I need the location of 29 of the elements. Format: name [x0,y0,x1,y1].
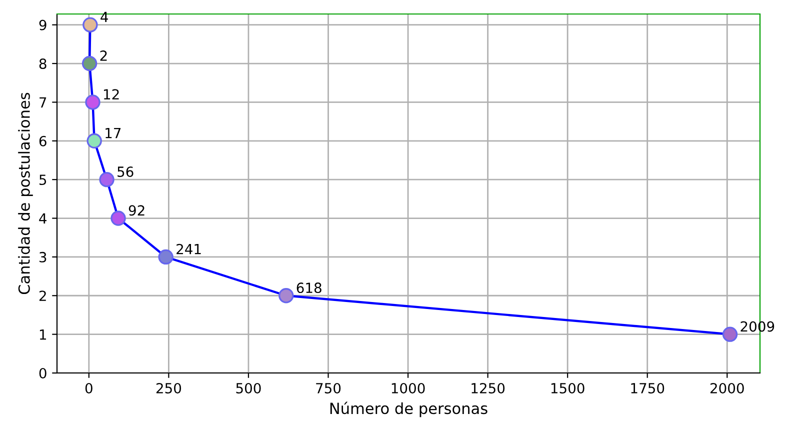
x-tick-label: 1000 [392,382,425,394]
y-tick-label: 5 [40,174,46,186]
y-tick-label: 2 [39,290,46,301]
y-tick-label: 9 [39,20,46,30]
y-tick-label: 7 [40,97,46,108]
y-tick-label: 8 [39,58,46,69]
annotation: 12 [104,89,119,100]
y-tick-label: 0 [39,368,46,378]
annotation: 4 [100,12,108,22]
annotation: 241 [176,244,201,254]
x-tick-label: 1500 [551,382,584,394]
y-tick-label: 4 [39,213,46,224]
x-tick-label: 2000 [710,382,744,394]
x-tick-label: 500 [236,382,261,394]
y-tick-label: 3 [40,252,46,262]
annotation: 56 [118,166,134,177]
y-axis-title: Cantidad de postulaciones [18,92,33,294]
y-tick-label: 1 [40,329,46,340]
x-tick-label: 250 [156,382,182,394]
annotation: 618 [296,282,322,294]
x-tick-label: 750 [316,382,341,394]
x-tick-label: 1750 [631,382,664,394]
annotation: 92 [128,205,144,216]
x-tick-label: 1250 [472,382,505,394]
x-axis-title: Número de personas [330,402,488,418]
y-tick-label: 6 [39,136,46,146]
x-tick-label: 0 [85,382,92,394]
annotation: 2 [100,50,107,61]
annotation: 17 [106,128,121,138]
